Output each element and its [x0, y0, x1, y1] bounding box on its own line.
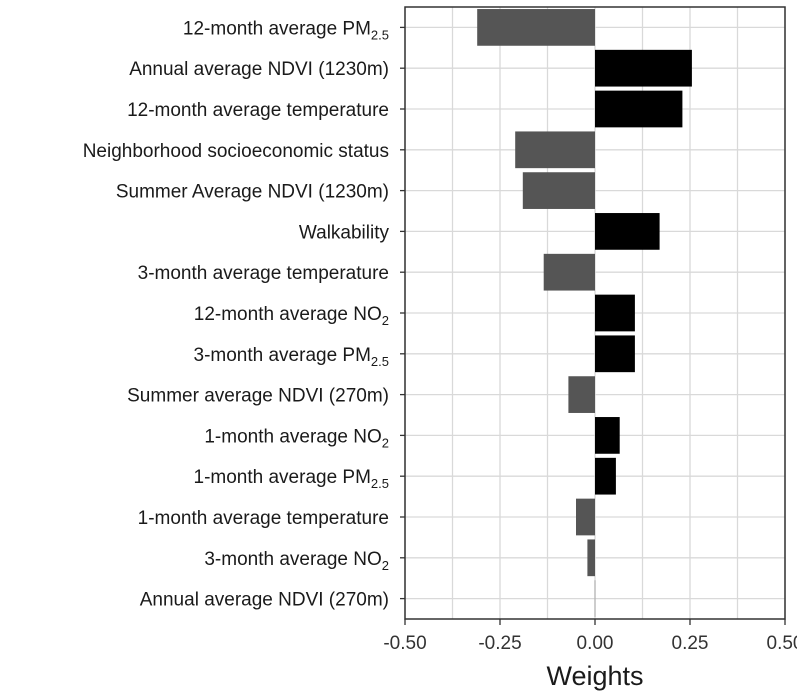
y-tick-label-subscript: 2 — [382, 313, 389, 328]
y-tick-label-text: 12-month average temperature — [127, 100, 389, 121]
y-tick-label-text: 3-month average temperature — [138, 263, 389, 284]
bar — [522, 172, 595, 209]
y-tick-label: Summer Average NDVI (1230m) — [116, 182, 389, 203]
y-tick-label: Summer average NDVI (270m) — [127, 386, 389, 407]
bar — [568, 376, 595, 413]
y-tick-label: 1-month average temperature — [138, 508, 389, 529]
y-tick-label: 12-month average NO2 — [194, 304, 389, 328]
y-tick-label-text: Annual average NDVI (1230m) — [129, 59, 389, 80]
y-tick-label-text: 12-month average PM — [183, 18, 371, 39]
y-tick-label: 12-month average temperature — [127, 100, 389, 121]
x-tick-label: 0.50 — [767, 633, 797, 654]
bar — [595, 213, 660, 250]
y-tick-label-text: 3-month average PM — [194, 345, 371, 366]
y-tick-label: 1-month average NO2 — [204, 426, 389, 450]
bar — [595, 49, 692, 87]
x-tick-label: -0.50 — [383, 633, 426, 654]
y-tick-label-text: 1-month average NO — [204, 426, 381, 447]
bar — [595, 294, 635, 332]
y-tick-label-text: 3-month average NO — [204, 549, 381, 570]
y-tick-label: 3-month average PM2.5 — [194, 345, 390, 369]
y-tick-label-text: Neighborhood socioeconomic status — [83, 141, 389, 162]
y-tick-label-subscript: 2.5 — [371, 354, 389, 369]
y-tick-label: 3-month average NO2 — [204, 549, 389, 573]
y-tick-label-subscript: 2 — [382, 558, 389, 573]
y-tick-label: Neighborhood socioeconomic status — [83, 141, 389, 162]
y-tick-label-text: Summer Average NDVI (1230m) — [116, 182, 389, 203]
y-tick-label-text: 1-month average PM — [194, 467, 371, 488]
bar — [595, 457, 616, 495]
bar — [543, 253, 595, 291]
x-axis-title: Weights — [546, 661, 643, 691]
y-tick-label-subscript: 2.5 — [371, 476, 389, 491]
bar — [587, 539, 595, 577]
x-tick-label: 0.00 — [577, 633, 614, 654]
y-tick-label-text: 1-month average temperature — [138, 508, 389, 529]
y-tick-label-text: Summer average NDVI (270m) — [127, 386, 389, 407]
y-tick-label-subscript: 2.5 — [371, 27, 389, 42]
y-axis-ticks — [400, 26, 405, 600]
y-tick-label: 3-month average temperature — [138, 263, 389, 284]
bar — [595, 335, 635, 373]
y-tick-label: 12-month average PM2.5 — [183, 18, 389, 42]
y-tick-label: Annual average NDVI (1230m) — [129, 59, 389, 80]
y-tick-label: Annual average NDVI (270m) — [140, 590, 389, 611]
y-tick-label: Walkability — [299, 222, 390, 243]
bar — [594, 580, 596, 617]
bar — [576, 498, 595, 536]
y-tick-label-text: Annual average NDVI (270m) — [140, 590, 389, 611]
bar — [477, 9, 595, 46]
bar — [595, 417, 620, 454]
x-axis-tick-labels: -0.50 -0.25 0.00 0.25 0.50 — [383, 633, 797, 654]
y-tick-label-text: Walkability — [299, 222, 390, 243]
bar — [595, 90, 683, 128]
x-tick-label: -0.25 — [478, 633, 521, 654]
y-tick-label-text: 12-month average NO — [194, 304, 382, 325]
bars — [477, 9, 692, 617]
x-tick-label: 0.25 — [672, 633, 709, 654]
x-axis-ticks — [404, 619, 786, 625]
y-tick-label: 1-month average PM2.5 — [194, 467, 390, 491]
y-tick-label-subscript: 2 — [382, 435, 389, 450]
bar — [515, 131, 595, 169]
